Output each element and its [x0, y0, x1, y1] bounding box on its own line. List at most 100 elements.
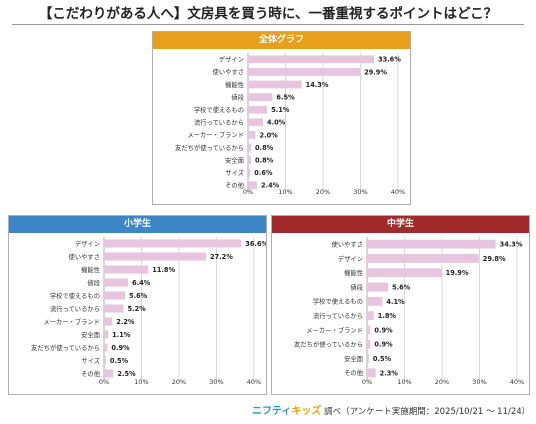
survey-period-text: 調べ（アンケート実施期間：2025/10/21 ～ 11/24）	[324, 407, 531, 417]
bar	[104, 265, 149, 274]
category-label: 使いやすさ	[69, 252, 100, 261]
category-label: メーカー・ブランド	[43, 317, 100, 326]
category-label: 使いやすさ	[332, 239, 363, 248]
category-label: 値段	[350, 282, 363, 291]
category-label: 値段	[87, 278, 100, 287]
bar	[367, 325, 371, 335]
bar	[248, 93, 273, 102]
bar	[104, 304, 124, 313]
category-label: 流行っているから	[313, 311, 363, 320]
page-title: 【こだわりがある人へ】文房具を買う時に、一番重視するポイントはどこ？	[38, 6, 498, 22]
x-tick-label: 0%	[362, 378, 372, 386]
elementary-chart-title: 小学生	[9, 216, 266, 233]
elementary-bar-chart: 0% 10% 20% 30% 40% デザイン 36.6% 使いやすさ 27.2% 機能性 11.8…	[31, 237, 266, 386]
category-label: 安全面	[344, 354, 363, 363]
data-label: 6.5%	[276, 94, 295, 102]
bar	[367, 311, 374, 321]
category-label: 学校で使えるもの	[50, 291, 100, 300]
bar	[104, 252, 206, 261]
logo-part2: キッズ	[291, 406, 322, 417]
data-label: 29.9%	[364, 68, 387, 76]
category-label: デザイン	[219, 55, 244, 64]
category-label: 友だちが使っているから	[31, 343, 100, 352]
bar	[248, 156, 251, 165]
data-label: 2.3%	[380, 369, 399, 377]
data-label: 0.5%	[110, 357, 129, 365]
junior-bar-chart: 0% 10% 20% 30% 40% 使いやすさ 34.3% デザイン 29.8% 機能性 19.9…	[294, 237, 524, 386]
data-label: 0.8%	[255, 144, 274, 152]
category-label: 安全面	[225, 155, 244, 164]
data-label: 5.1%	[271, 106, 290, 114]
overall-bar-chart: 0% 10% 20% 30% 40% デザイン 33.6% 使いやすさ 29.9% 機能性 14.3…	[175, 53, 405, 196]
bar	[104, 369, 114, 378]
bar	[248, 143, 251, 152]
x-tick-label: 40%	[391, 188, 405, 196]
data-label: 5.2%	[128, 305, 147, 313]
category-label: 学校で使えるもの	[194, 105, 244, 114]
x-tick-label: 30%	[472, 378, 486, 386]
bar	[104, 356, 106, 365]
category-label: その他	[344, 368, 364, 377]
bar	[104, 291, 125, 300]
category-label: 流行っているから	[50, 304, 100, 313]
category-label: 値段	[231, 92, 244, 101]
x-tick-label: 20%	[435, 378, 449, 386]
x-tick-label: 40%	[510, 378, 524, 386]
x-tick-label: 30%	[209, 378, 223, 386]
data-label: 5.6%	[392, 283, 411, 291]
bar	[248, 80, 302, 89]
data-label: 34.3%	[500, 241, 523, 249]
title-divider	[12, 24, 524, 25]
category-label: 安全面	[81, 330, 100, 339]
category-label: デザイン	[338, 254, 363, 263]
category-label: 流行っているから	[194, 118, 244, 127]
x-tick-label: 10%	[397, 378, 411, 386]
data-label: 2.5%	[117, 370, 136, 378]
bar	[367, 296, 383, 306]
x-tick-label: 20%	[316, 188, 330, 196]
x-tick-label: 10%	[134, 378, 148, 386]
bar	[104, 330, 109, 339]
junior-chart-panel: 中学生 0% 10% 20% 30% 40% 使いやすさ 34.3% デザイン 29.8% 機能性…	[271, 215, 530, 395]
category-label: その他	[81, 369, 101, 378]
bar	[248, 55, 374, 64]
survey-footer: ニフティキッズ 調べ（アンケート実施期間：2025/10/21 ～ 11/24）	[252, 402, 532, 418]
junior-chart-title: 中学生	[272, 216, 529, 233]
data-label: 4.1%	[386, 298, 405, 306]
data-label: 4.0%	[267, 119, 286, 127]
bar	[248, 168, 251, 177]
overall-chart-panel: 全体グラフ 0% 10% 20% 30% 40% デザイン 33.6% 使いやすさ 29.9% 機…	[152, 31, 411, 205]
bar	[367, 268, 442, 278]
data-label: 0.6%	[254, 169, 273, 177]
x-tick-label: 0%	[243, 188, 253, 196]
bar	[367, 354, 369, 363]
bar	[248, 130, 256, 139]
data-label: 27.2%	[210, 253, 233, 261]
category-label: メーカー・ブランド	[306, 325, 363, 334]
bar	[248, 181, 257, 190]
x-tick-label: 30%	[353, 188, 367, 196]
category-label: 友だちが使っているから	[294, 340, 363, 349]
data-label: 1.8%	[378, 312, 397, 320]
category-label: 機能性	[344, 268, 363, 277]
data-label: 2.4%	[261, 182, 280, 190]
bar	[104, 239, 242, 248]
category-label: 友だちが使っているから	[175, 143, 244, 152]
data-label: 0.8%	[255, 157, 274, 165]
category-label: 機能性	[81, 265, 100, 274]
bar	[367, 282, 388, 292]
data-label: 0.9%	[374, 326, 393, 334]
bar	[104, 343, 108, 352]
bar	[367, 368, 376, 378]
x-tick-label: 0%	[99, 378, 109, 386]
data-label: 19.9%	[446, 269, 469, 277]
category-label: 学校で使えるもの	[313, 297, 363, 306]
data-label: 36.6%	[245, 240, 266, 248]
category-label: その他	[225, 181, 245, 190]
data-label: 14.3%	[306, 81, 329, 89]
overall-chart-title: 全体グラフ	[153, 32, 410, 49]
data-label: 0.9%	[111, 344, 130, 352]
bar	[248, 105, 268, 114]
category-label: メーカー・ブランド	[187, 130, 244, 139]
x-tick-label: 10%	[278, 188, 292, 196]
